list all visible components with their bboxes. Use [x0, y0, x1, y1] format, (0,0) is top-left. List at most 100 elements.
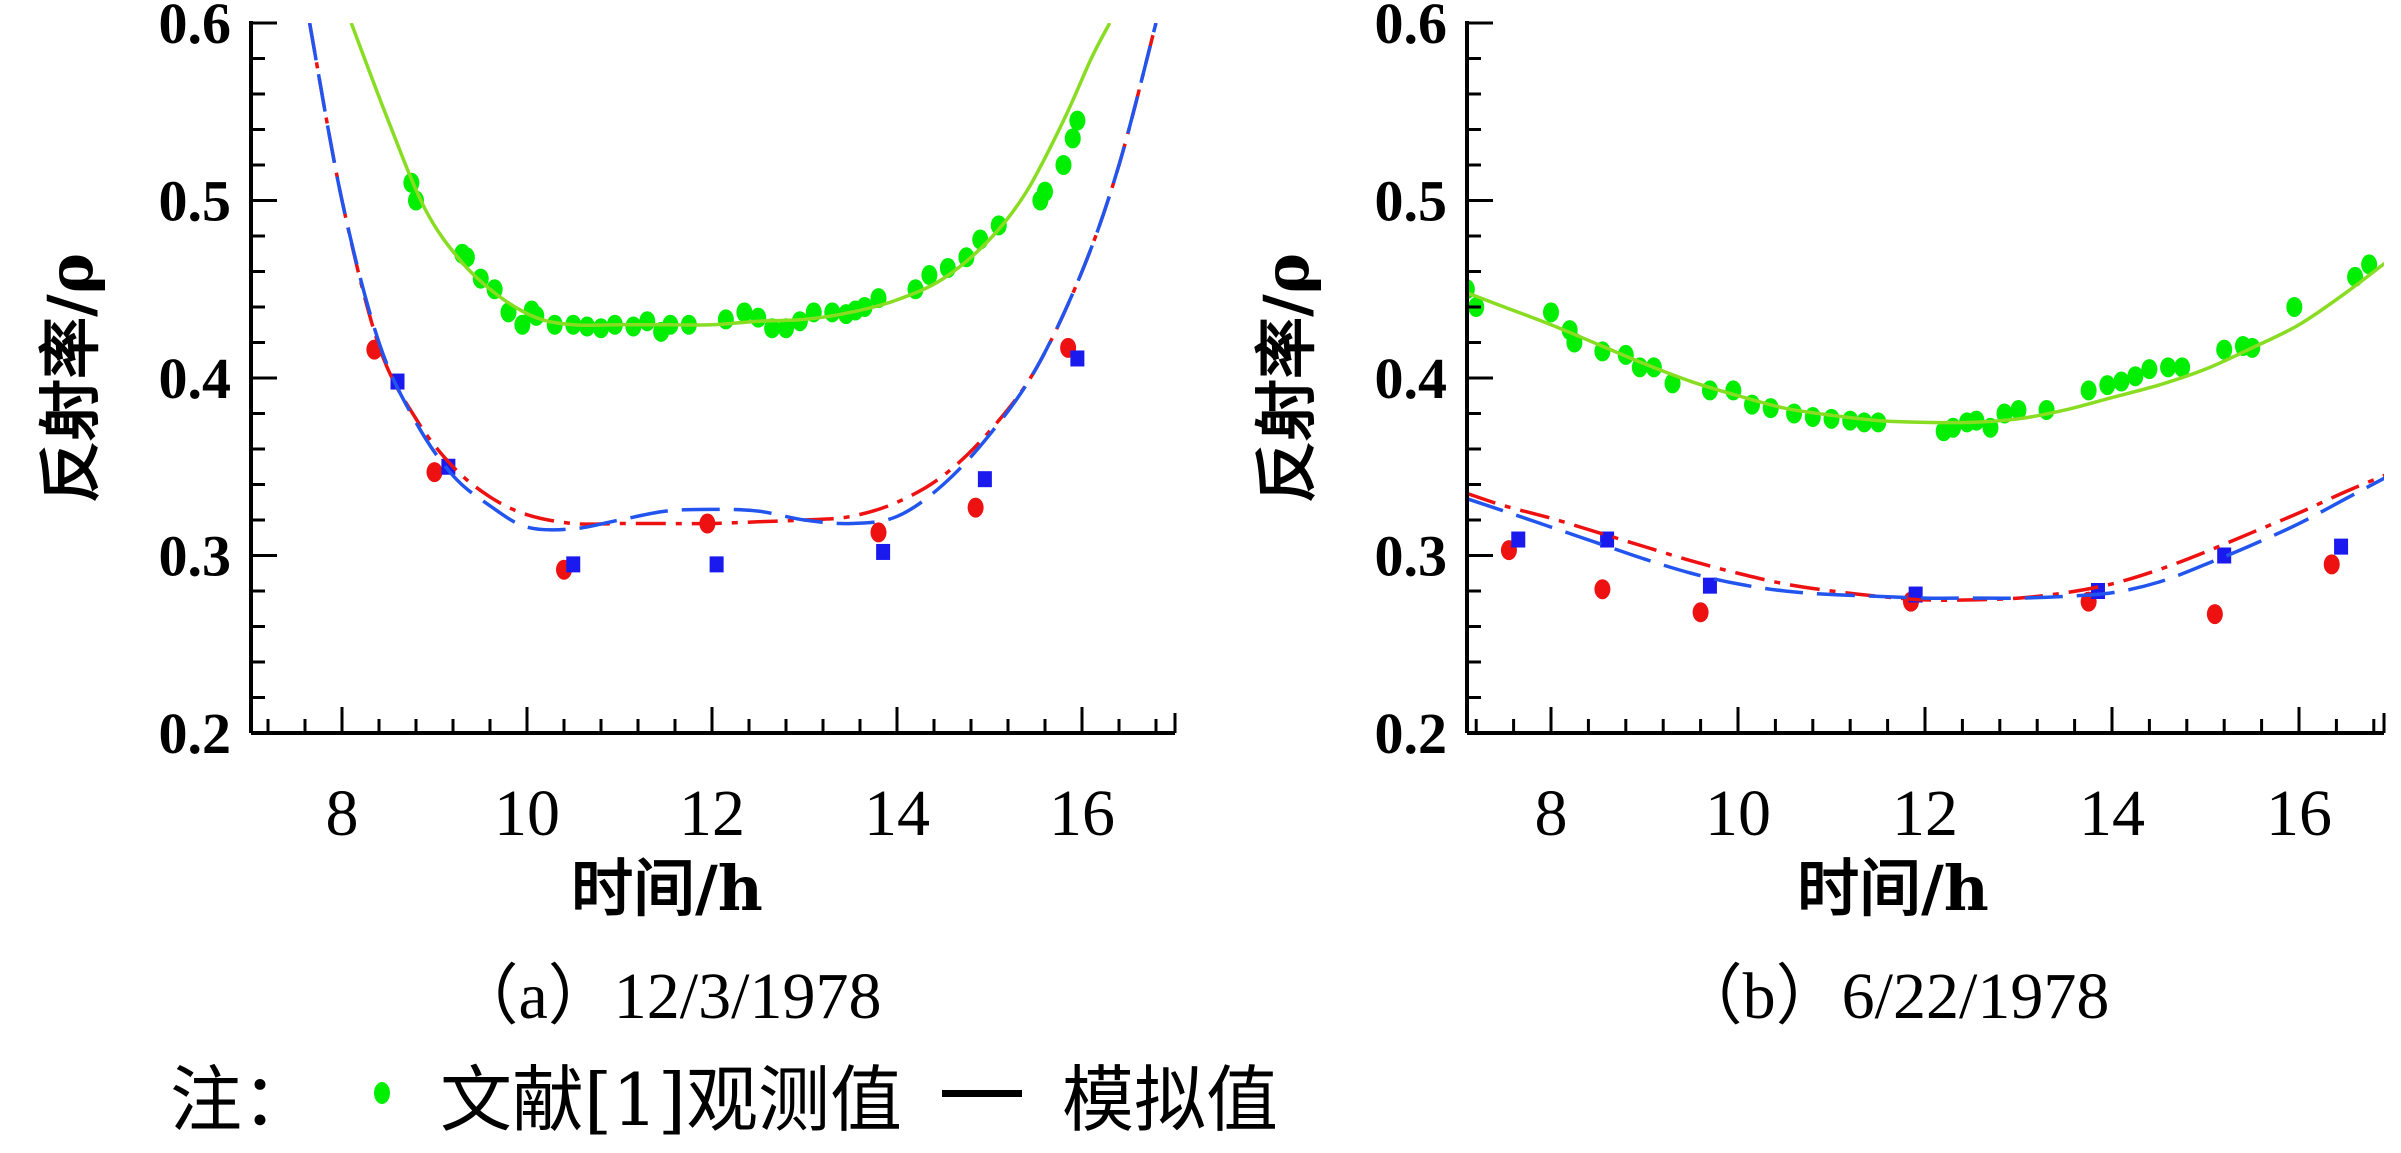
x-axis-title-a: 时间/h	[571, 852, 763, 925]
data-point-circle	[750, 307, 767, 328]
data-point-circle	[1804, 407, 1821, 428]
y-tick-label: 0.3	[159, 524, 232, 589]
x-tick-label: 14	[864, 777, 930, 850]
panel-b: 0.2 0.3 0.4 0.5 0.6 8 10 12 14 16 时间/h 反射率/ρ （b）6…	[1250, 0, 2386, 1033]
data-point-circle	[2099, 375, 2116, 396]
data-point-circle	[1055, 155, 1072, 175]
data-point-circle	[639, 311, 656, 332]
data-point-circle	[990, 215, 1007, 236]
y-tick-label: 0.3	[1375, 524, 1448, 589]
legend-observed-marker-icon	[374, 1082, 391, 1104]
data-point-circle	[870, 522, 887, 543]
data-point-circle	[1543, 302, 1559, 323]
data-point-circle	[2010, 399, 2027, 420]
data-point-square	[1600, 531, 1615, 548]
data-point-circle	[921, 265, 938, 286]
data-point-circle	[1762, 398, 1779, 419]
caption-a: （a）12/3/1978	[453, 960, 882, 1033]
series-line-dashdot	[307, 23, 1158, 526]
x-tick-label: 12	[679, 777, 745, 850]
y-tick-label: 0.2	[159, 701, 232, 766]
data-point-circle	[2080, 380, 2097, 401]
y-tick-label: 0.4	[1375, 346, 1448, 411]
plot-area-a	[307, 23, 1158, 580]
x-tick-label: 8	[326, 777, 359, 850]
data-point-circle	[778, 318, 794, 339]
data-point-circle	[736, 302, 753, 323]
series-line-dashed	[1467, 476, 2384, 600]
data-point-circle	[2113, 371, 2130, 392]
x-tick-label: 10	[494, 777, 560, 850]
data-point-square	[2334, 538, 2349, 555]
x-tick-label: 16	[1049, 777, 1115, 850]
data-point-circle	[764, 318, 781, 339]
data-point-circle	[2127, 366, 2144, 387]
y-tick-label: 0.5	[1375, 169, 1448, 234]
data-point-circle	[2038, 399, 2055, 420]
x-tick-label: 12	[1892, 777, 1958, 850]
axes-a: 0.2 0.3 0.4 0.5 0.6 8 10 12 14 16	[159, 0, 1177, 850]
data-point-circle	[2160, 357, 2177, 378]
y-axis-title-b: 反射率/ρ	[1250, 253, 1323, 503]
caption-b: （b）6/22/1978	[1677, 960, 2110, 1033]
y-axis-title-a: 反射率/ρ	[34, 253, 107, 503]
data-point-circle	[593, 318, 609, 339]
series-line-solid	[349, 23, 1112, 328]
data-point-circle	[1064, 128, 1081, 149]
data-point-circle	[1786, 403, 1803, 424]
data-point-circle	[1069, 110, 1086, 131]
data-point-square	[566, 556, 581, 573]
data-point-circle	[2286, 297, 2303, 317]
series-line-dashed	[307, 23, 1158, 532]
data-point-square	[2090, 583, 2105, 599]
y-tick-label: 0.5	[159, 169, 232, 234]
axes-b: 0.2 0.3 0.4 0.5 0.6 8 10 12 14 16	[1375, 0, 2386, 850]
x-tick-label: 8	[1535, 777, 1568, 850]
data-point-square	[876, 543, 891, 560]
x-tick-label: 14	[2079, 777, 2145, 850]
data-point-square	[441, 458, 456, 475]
data-point-circle	[514, 314, 531, 335]
data-point-circle	[2361, 254, 2378, 275]
data-point-square	[2217, 547, 2232, 564]
data-point-square	[709, 556, 724, 573]
data-point-circle	[1664, 373, 1681, 394]
data-point-circle	[2323, 554, 2340, 575]
data-point-circle	[2206, 604, 2223, 625]
legend: 注： 文献[1]观测值 模拟值	[170, 1038, 1278, 1148]
panel-a: 0.2 0.3 0.4 0.5 0.6 8 10 12 14 16 时间/h 反射率/ρ （a）1…	[34, 0, 1177, 1033]
data-point-circle	[1945, 417, 1962, 438]
data-point-circle	[824, 302, 841, 323]
plot-area-b	[1467, 254, 2384, 625]
data-point-circle	[856, 297, 873, 317]
data-point-circle	[1823, 408, 1840, 429]
data-point-square	[977, 471, 992, 488]
data-point-circle	[1037, 181, 1053, 202]
data-point-circle	[717, 309, 734, 330]
x-axis-title-b: 时间/h	[1797, 852, 1989, 925]
legend-simulated-label: 模拟值	[1062, 1057, 1279, 1142]
data-point-square	[1070, 350, 1085, 367]
data-point-circle	[1594, 579, 1611, 600]
y-tick-label: 0.4	[159, 346, 232, 411]
x-tick-label: 16	[2266, 777, 2332, 850]
legend-observed-label: 文献[1]观测值	[440, 1057, 903, 1142]
y-tick-label: 0.6	[1375, 0, 1448, 56]
data-point-circle	[967, 497, 984, 518]
legend-simulated-line-icon	[942, 1089, 1023, 1097]
data-point-circle	[2141, 359, 2158, 380]
data-point-square	[1511, 531, 1526, 548]
y-tick-label: 0.2	[1375, 701, 1448, 766]
data-point-circle	[458, 247, 475, 268]
data-point-circle	[2216, 339, 2233, 360]
x-tick-label: 10	[1705, 777, 1771, 850]
y-tick-label: 0.6	[159, 0, 232, 56]
data-point-circle	[1842, 410, 1859, 431]
data-point-circle	[2174, 357, 2191, 378]
data-point-circle	[625, 316, 642, 337]
data-point-circle	[1856, 412, 1873, 433]
series-line-dashdot	[1467, 473, 2384, 602]
data-point-circle	[1692, 602, 1709, 623]
data-point-circle	[426, 462, 443, 483]
data-point-circle	[1870, 412, 1887, 433]
